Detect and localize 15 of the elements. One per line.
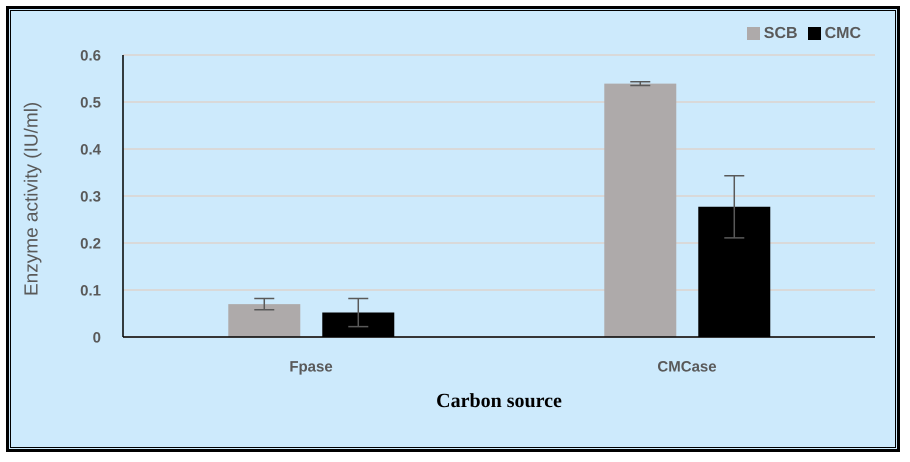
legend-label: CMC [824,25,861,42]
bar [228,304,300,337]
y-tick-label: 0.3 [80,188,101,206]
x-tick-label: CMCase [657,358,717,376]
y-tick-label: 0.5 [80,94,101,112]
y-tick-label: 0.6 [80,47,101,64]
legend-label: SCB [764,25,798,42]
y-tick-label: 0 [92,329,101,346]
x-tick-label: Fpase [289,358,333,376]
y-tick-label: 0.2 [80,235,101,252]
y-axis-title: Enzyme activity (IU/ml) [22,102,43,296]
bar [604,84,676,337]
x-axis-title: Carbon source [436,390,562,412]
y-tick-label: 0.1 [80,282,101,300]
y-tick-label: 0.4 [80,141,102,158]
